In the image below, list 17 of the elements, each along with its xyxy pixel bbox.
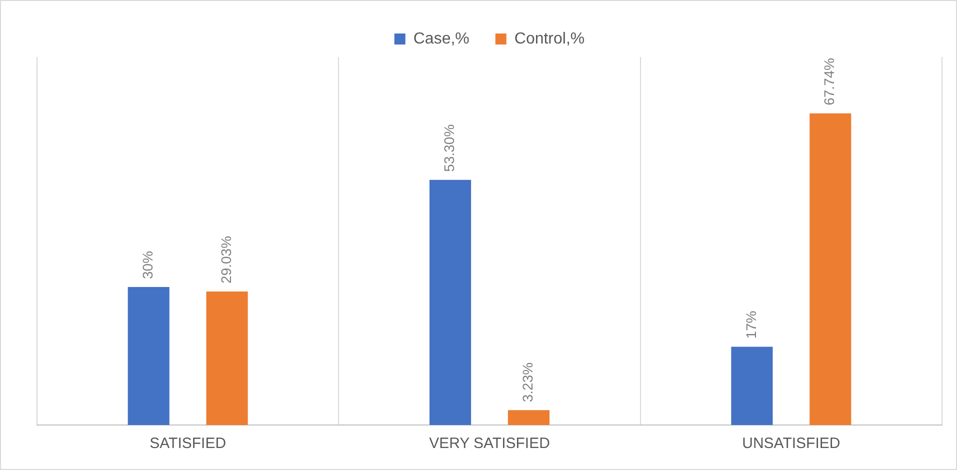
data-label: 17% <box>742 310 759 339</box>
bar <box>508 410 550 425</box>
data-label: 29.03% <box>218 236 234 284</box>
bar <box>206 291 248 425</box>
data-label: 53.30% <box>441 124 458 172</box>
x-tick-label: SATISFIED <box>150 435 226 452</box>
legend-label: Control,% <box>514 30 585 48</box>
x-tick-label: VERY SATISFIED <box>429 435 550 452</box>
x-tick-label: UNSATISFIED <box>742 435 840 452</box>
data-label: 67.74% <box>821 58 838 106</box>
legend-label: Case,% <box>413 30 470 48</box>
data-label: 3.23% <box>520 362 536 402</box>
data-label: 30% <box>139 250 156 279</box>
bar <box>128 287 170 425</box>
bar <box>731 346 773 425</box>
bar <box>810 113 852 425</box>
bar <box>430 180 472 425</box>
